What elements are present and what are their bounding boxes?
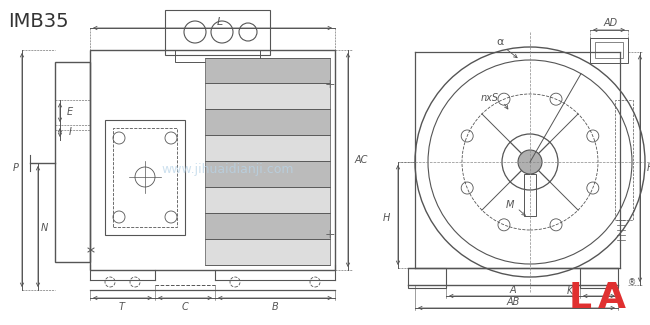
Bar [205,213,330,239]
Text: AC: AC [355,155,369,165]
Text: L: L [569,281,592,315]
Bar [205,135,330,161]
Bar [205,239,330,265]
Bar [90,50,335,270]
Bar [615,100,633,220]
Text: H: H [383,213,390,223]
Text: I: I [68,127,72,137]
Text: +: + [325,228,335,241]
Text: B: B [272,302,278,312]
Text: K: K [567,286,573,296]
Bar [524,174,536,216]
Text: A: A [510,285,516,295]
Bar [113,128,177,227]
Text: ®: ® [628,279,636,288]
Text: AB: AB [506,297,520,307]
Text: P: P [13,163,19,173]
Bar [205,187,330,213]
Text: nxS: nxS [481,93,499,103]
Text: IMB35: IMB35 [8,12,69,31]
Bar [55,62,90,262]
Bar [165,10,270,55]
Text: L: L [217,17,223,27]
Bar [595,42,623,58]
Bar [175,50,260,62]
Bar [205,83,330,109]
Text: www.jihuaidianji.com: www.jihuaidianji.com [161,162,294,176]
Text: α: α [497,37,504,47]
Text: AD: AD [604,18,618,28]
Text: M: M [506,200,514,210]
Text: +: + [325,79,335,92]
Circle shape [518,150,542,174]
Text: HD: HD [647,163,650,173]
Text: N: N [40,223,47,233]
Bar [105,120,185,235]
Text: A: A [598,281,626,315]
Text: T: T [119,302,125,312]
Text: E: E [67,107,73,117]
Bar [408,268,446,288]
Bar [590,38,628,63]
Bar [205,109,330,135]
Text: C: C [181,302,188,312]
Bar [205,161,330,187]
Bar [205,58,330,83]
Bar [580,268,618,288]
